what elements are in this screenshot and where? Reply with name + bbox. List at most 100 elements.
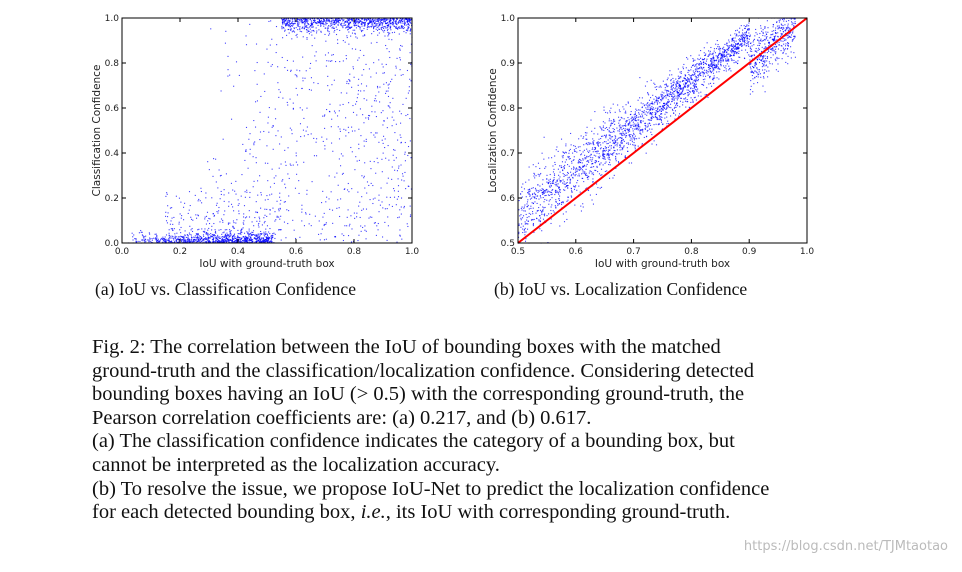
scatter-point (587, 144, 589, 146)
scatter-point (320, 20, 322, 23)
scatter-point (246, 238, 248, 240)
scatter-point (593, 144, 595, 146)
scatter-point (390, 23, 392, 25)
scatter-point (711, 60, 713, 62)
scatter-point (758, 40, 760, 42)
scatter-point (375, 172, 377, 174)
scatter-point (649, 112, 652, 114)
scatter-point (696, 90, 698, 92)
scatter-point (655, 107, 657, 109)
scatter-point (272, 207, 274, 209)
scatter-point (172, 229, 174, 232)
scatter-point (293, 30, 295, 32)
scatter-point (758, 62, 761, 64)
scatter-point (318, 233, 320, 235)
scatter-point (657, 110, 659, 112)
scatter-point (287, 25, 290, 27)
scatter-point (232, 238, 234, 240)
scatter-point (298, 192, 300, 195)
scatter-point (357, 84, 359, 86)
scatter-point (628, 124, 630, 126)
scatter-point (380, 22, 382, 24)
scatter-point (341, 22, 343, 24)
scatter-point (295, 27, 297, 29)
scatter-point (622, 132, 624, 135)
scatter-point (787, 45, 789, 47)
scatter-point (322, 23, 324, 25)
scatter-point (216, 241, 218, 243)
scatter-point (338, 138, 341, 140)
scatter-point (245, 238, 247, 240)
scatter-point (703, 47, 705, 49)
scatter-point (165, 220, 168, 222)
scatter-point (308, 88, 310, 91)
scatter-point (200, 236, 202, 238)
scatter-point (291, 129, 293, 131)
scatter-point (772, 38, 775, 40)
scatter-point (290, 26, 292, 28)
scatter-point (228, 205, 230, 207)
scatter-point (749, 55, 751, 57)
scatter-point (378, 59, 380, 61)
scatter-point (238, 238, 240, 240)
scatter-point (135, 240, 137, 242)
scatter-point (142, 236, 144, 238)
scatter-point (257, 194, 259, 196)
scatter-point (741, 38, 744, 40)
scatter-point (640, 102, 642, 104)
scatter-point (696, 63, 698, 65)
scatter-point (643, 112, 645, 114)
scatter-point (163, 240, 165, 242)
scatter-point (686, 81, 689, 83)
scatter-point (518, 200, 520, 202)
scatter-point (520, 207, 522, 209)
scatter-point (578, 166, 580, 168)
scatter-point (727, 60, 729, 62)
scatter-point (626, 147, 628, 149)
scatter-point (543, 192, 545, 194)
scatter-point (286, 23, 288, 26)
scatter-point (748, 22, 750, 24)
scatter-point (618, 120, 620, 122)
scatter-point (619, 128, 621, 130)
scatter-point (321, 22, 323, 24)
scatter-point (581, 173, 583, 175)
scatter-point (629, 135, 631, 138)
scatter-point (678, 81, 680, 83)
scatter-point (282, 179, 284, 181)
scatter-point (624, 155, 626, 157)
scatter-point (652, 94, 654, 96)
scatter-point (237, 204, 239, 206)
scatter-point (376, 225, 378, 227)
scatter-point (643, 136, 645, 139)
scatter-point (700, 91, 702, 93)
scatter-point (352, 29, 354, 31)
scatter-point (284, 201, 286, 203)
scatter-point (310, 24, 313, 26)
scatter-point (764, 55, 766, 57)
scatter-point (227, 239, 229, 241)
scatter-point (222, 221, 224, 223)
scatter-point (395, 26, 397, 28)
scatter-point (261, 232, 263, 235)
scatter-point (645, 107, 647, 109)
scatter-point (404, 160, 406, 162)
scatter-point (663, 102, 665, 105)
scatter-point (791, 24, 793, 26)
scatter-point (646, 114, 648, 116)
scatter-point (781, 45, 783, 47)
scatter-point (410, 43, 412, 45)
scatter-point (315, 60, 317, 62)
scatter-point (662, 80, 664, 82)
scatter-point (306, 21, 308, 23)
scatter-point (683, 87, 685, 89)
scatter-point (156, 240, 158, 242)
scatter-point (270, 20, 272, 22)
scatter-point (254, 126, 257, 128)
scatter-point (185, 236, 188, 239)
scatter-point (131, 232, 133, 234)
scatter-point (366, 18, 368, 20)
scatter-point (296, 173, 298, 175)
scatter-point (211, 234, 213, 236)
scatter-point (606, 154, 608, 156)
